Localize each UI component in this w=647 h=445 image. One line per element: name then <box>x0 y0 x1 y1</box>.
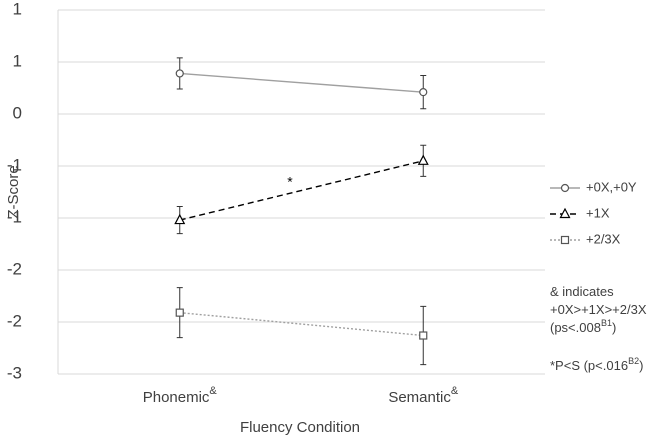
category-superscript: & <box>209 385 217 397</box>
series-line <box>179 72 424 93</box>
legend-label: +0X,+0Y <box>586 179 637 194</box>
y-tick-label: 1 <box>13 51 22 70</box>
legend-item: +0X,+0Y <box>550 179 637 194</box>
y-tick-label: 0 <box>13 103 22 122</box>
note-text: *P<S (p<.016 <box>550 358 628 373</box>
y-tick-label: -1 <box>7 155 22 174</box>
category-name: Semantic <box>388 389 451 406</box>
note: +0X>+1X>+2/3X <box>550 302 647 317</box>
x-tick-label: Phonemic& <box>143 385 218 406</box>
marker <box>175 69 184 78</box>
note-text: +0X>+1X>+2/3X <box>550 302 647 317</box>
y-tick-label: -2 <box>7 259 22 278</box>
y-tick-label: -2 <box>7 311 22 330</box>
note-end: ) <box>639 358 643 373</box>
legend-label: +2/3X <box>586 231 621 246</box>
marker <box>175 308 184 317</box>
marker <box>560 183 570 193</box>
legend-item: +1X <box>550 205 610 220</box>
annotation: * <box>287 174 293 190</box>
y-tick-label: -3 <box>7 363 22 382</box>
y-tick-label: -1 <box>7 207 22 226</box>
note: *P<S (p<.016B2) <box>550 356 643 373</box>
series-line <box>179 160 424 221</box>
category-superscript: & <box>451 385 459 397</box>
note: (ps<.008B1) <box>550 318 616 335</box>
marker <box>559 207 571 219</box>
note-text: (ps<.008 <box>550 320 601 335</box>
marker <box>419 331 428 340</box>
x-axis-label: Fluency Condition <box>240 419 360 436</box>
x-tick-label: Semantic& <box>388 385 459 406</box>
y-axis-label: Z-Score <box>5 165 22 218</box>
category-name: Phonemic <box>143 389 210 406</box>
marker <box>417 154 429 165</box>
note: & indicates <box>550 284 614 299</box>
legend-label: +1X <box>586 205 610 220</box>
note-text: & indicates <box>550 284 614 299</box>
y-tick-label: 1 <box>13 0 22 18</box>
note-superscript: B2 <box>628 356 639 366</box>
note-end: ) <box>612 320 616 335</box>
marker <box>174 213 186 225</box>
marker <box>560 235 570 245</box>
series-line <box>179 311 424 337</box>
legend-item: +2/3X <box>550 231 621 246</box>
note-superscript: B1 <box>601 318 612 328</box>
marker <box>419 88 428 97</box>
